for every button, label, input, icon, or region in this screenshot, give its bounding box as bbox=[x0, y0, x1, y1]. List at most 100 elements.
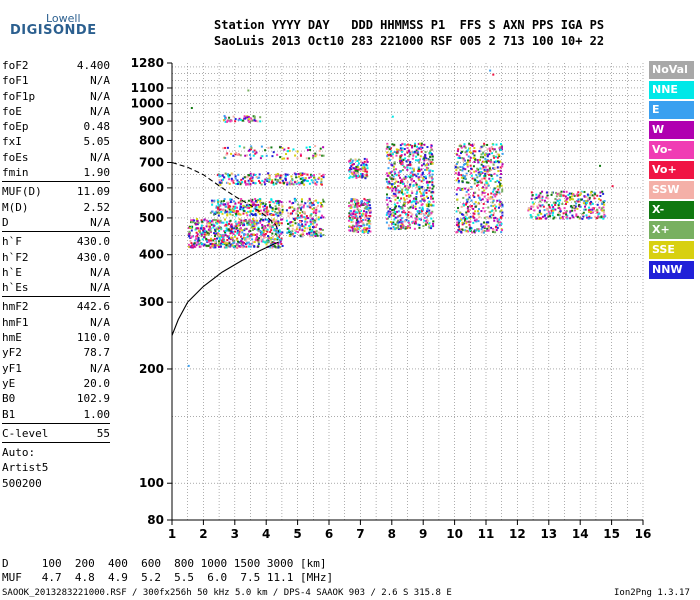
data-point bbox=[350, 220, 353, 223]
data-point bbox=[490, 210, 493, 213]
data-point bbox=[368, 198, 371, 201]
data-point bbox=[498, 203, 501, 206]
data-point bbox=[532, 205, 535, 208]
data-point bbox=[401, 180, 404, 183]
data-point bbox=[251, 226, 254, 229]
data-point bbox=[430, 146, 433, 149]
data-point bbox=[488, 147, 491, 150]
data-point bbox=[351, 227, 354, 230]
data-point bbox=[409, 206, 412, 209]
data-point bbox=[300, 233, 303, 236]
data-point bbox=[485, 160, 488, 163]
data-point bbox=[348, 225, 351, 228]
x-tick-label: 1 bbox=[168, 527, 176, 541]
data-point bbox=[464, 229, 467, 232]
data-point bbox=[247, 245, 250, 248]
data-point bbox=[430, 197, 433, 200]
data-point bbox=[279, 246, 282, 249]
data-point bbox=[299, 221, 302, 224]
data-point bbox=[310, 229, 313, 232]
data-point bbox=[472, 215, 475, 218]
data-point bbox=[492, 163, 495, 166]
data-point bbox=[313, 233, 316, 236]
data-point bbox=[477, 171, 480, 174]
data-point bbox=[477, 194, 480, 197]
data-point bbox=[392, 175, 395, 178]
data-point bbox=[468, 227, 471, 230]
data-point bbox=[266, 224, 269, 227]
profile-trace bbox=[171, 241, 280, 336]
data-point bbox=[478, 196, 481, 199]
data-point bbox=[270, 236, 273, 239]
data-point bbox=[421, 173, 424, 176]
data-point bbox=[299, 154, 302, 157]
data-point bbox=[296, 150, 299, 153]
data-point bbox=[286, 150, 289, 153]
data-point bbox=[484, 153, 487, 156]
data-point bbox=[259, 116, 262, 119]
data-point bbox=[494, 193, 497, 196]
param-value: 430.0 bbox=[76, 235, 110, 249]
data-point bbox=[266, 178, 269, 181]
param-value: 1.90 bbox=[83, 166, 111, 180]
data-point bbox=[229, 120, 232, 123]
data-point bbox=[423, 157, 426, 160]
data-point bbox=[407, 226, 410, 229]
param-name: foEp bbox=[2, 120, 29, 134]
data-point bbox=[278, 229, 281, 232]
data-point bbox=[217, 218, 220, 221]
data-point bbox=[272, 220, 275, 223]
data-point bbox=[414, 222, 417, 225]
data-point bbox=[203, 233, 206, 236]
data-point bbox=[400, 149, 403, 152]
data-point bbox=[399, 219, 402, 222]
data-point bbox=[407, 219, 410, 222]
data-point bbox=[407, 175, 410, 178]
data-point bbox=[352, 213, 355, 216]
data-point bbox=[319, 235, 322, 238]
data-point bbox=[472, 221, 475, 224]
data-point bbox=[482, 207, 485, 210]
data-point bbox=[193, 245, 196, 248]
data-point bbox=[470, 204, 473, 207]
param-value: N/A bbox=[90, 89, 110, 103]
data-point bbox=[311, 174, 314, 177]
data-point bbox=[387, 210, 390, 213]
data-point bbox=[544, 213, 547, 216]
data-point bbox=[257, 245, 260, 248]
param-name: fmin bbox=[2, 166, 29, 180]
data-point bbox=[530, 191, 533, 194]
data-point bbox=[454, 164, 457, 167]
data-point bbox=[485, 171, 488, 174]
data-point bbox=[492, 188, 495, 191]
data-point bbox=[387, 154, 390, 157]
data-point bbox=[259, 209, 262, 212]
data-point bbox=[412, 173, 415, 176]
data-point bbox=[401, 150, 404, 153]
data-point bbox=[249, 172, 252, 175]
data-point bbox=[481, 226, 484, 229]
data-point bbox=[417, 178, 420, 181]
data-point bbox=[225, 227, 228, 230]
data-point bbox=[306, 173, 309, 176]
data-point bbox=[402, 182, 405, 185]
data-point bbox=[459, 219, 462, 222]
data-point bbox=[604, 215, 607, 218]
data-point bbox=[304, 220, 307, 223]
data-point bbox=[294, 173, 297, 176]
data-point bbox=[196, 233, 199, 236]
data-point bbox=[239, 208, 242, 211]
data-point bbox=[477, 212, 480, 215]
data-point bbox=[306, 180, 309, 183]
data-point bbox=[591, 194, 594, 197]
data-point bbox=[349, 218, 352, 221]
data-point bbox=[424, 223, 427, 226]
data-point bbox=[414, 200, 417, 203]
data-point bbox=[220, 181, 223, 184]
data-point bbox=[399, 156, 402, 159]
data-point bbox=[246, 222, 249, 225]
data-point bbox=[397, 228, 400, 231]
data-point bbox=[419, 190, 422, 193]
data-point bbox=[499, 200, 502, 203]
data-point bbox=[236, 206, 239, 209]
